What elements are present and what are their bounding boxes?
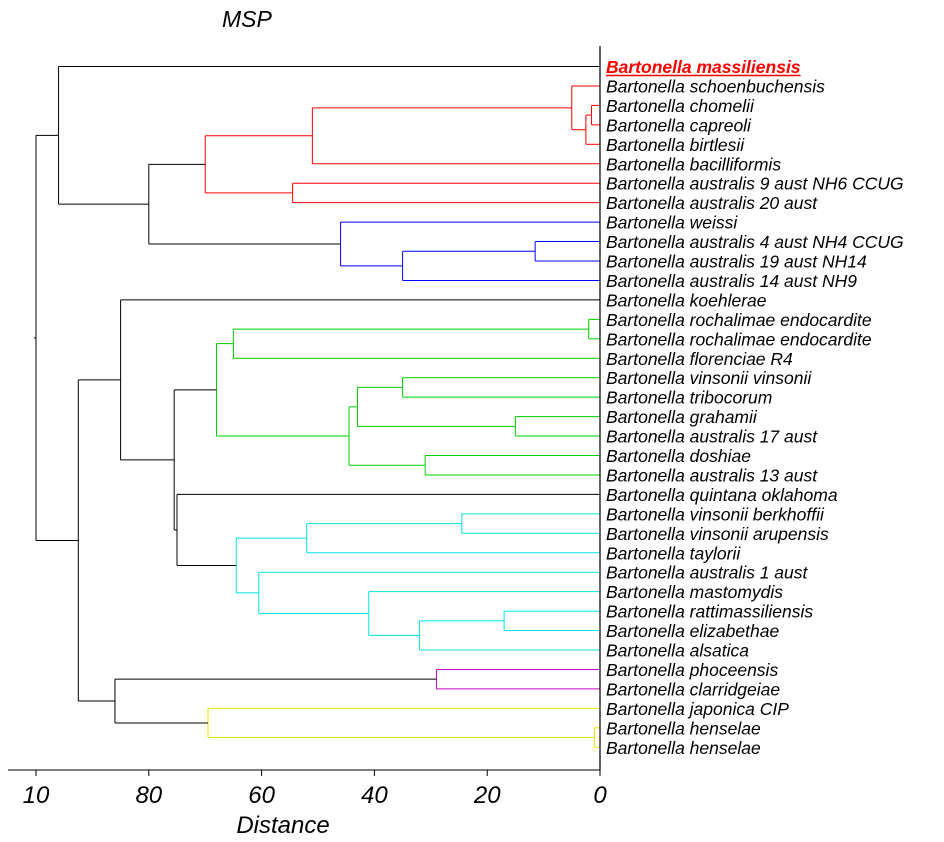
leaf-label: Bartonella taylorii	[606, 543, 741, 563]
leaf-label: Bartonella bacilliformis	[606, 154, 781, 174]
leaf-label: Bartonella alsatica	[606, 641, 749, 661]
x-axis-label: Distance	[236, 812, 329, 837]
figure-title: MSP	[222, 6, 272, 32]
leaf-label: Bartonella australis 1 aust	[606, 563, 808, 583]
leaf-label: Bartonella rattimassiliensis	[606, 602, 813, 622]
leaf-label: Bartonella australis 14 aust NH9	[606, 271, 857, 291]
highlighted-leaf-label: Bartonella massiliensis	[606, 57, 801, 77]
leaf-label: Bartonella koehlerae	[606, 290, 767, 310]
leaf-label: Bartonella rochalimae endocardite	[606, 329, 872, 349]
leaf-label: Bartonella australis 13 aust	[606, 465, 818, 485]
leaf-label: Bartonella rochalimae endocardite	[606, 310, 872, 330]
leaf-label: Bartonella phoceensis	[606, 660, 778, 680]
x-axis-tick-label: 10	[23, 782, 50, 809]
leaf-label: Bartonella japonica CIP	[606, 699, 789, 719]
leaf-label: Bartonella henselae	[606, 718, 761, 738]
leaf-label: Bartonella vinsonii vinsonii	[606, 368, 812, 388]
leaf-label: Bartonella vinsonii arupensis	[606, 524, 829, 544]
leaf-label: Bartonella vinsonii berkhoffii	[606, 504, 825, 524]
leaf-label: Bartonella florenciae R4	[606, 349, 793, 369]
leaf-label: Bartonella clarridgeiae	[606, 679, 780, 699]
x-axis-tick-label: 60	[248, 782, 275, 809]
leaf-label: Bartonella australis 20 aust	[606, 193, 818, 213]
leaf-label: Bartonella australis 4 aust NH4 CCUG	[606, 232, 904, 252]
leaf-label: Bartonella capreoli	[606, 115, 752, 135]
x-axis-tick-label: 40	[361, 782, 388, 809]
x-axis-tick-label: 0	[593, 782, 607, 809]
leaf-label: Bartonella mastomydis	[606, 582, 783, 602]
leaf-label: Bartonella australis 9 aust NH6 CCUG	[606, 174, 904, 194]
leaf-label: Bartonella doshiae	[606, 446, 751, 466]
leaf-label: Bartonella quintana oklahoma	[606, 485, 838, 505]
leaf-label: Bartonella grahamii	[606, 407, 758, 427]
leaf-label: Bartonella birtlesii	[606, 135, 745, 155]
leaf-label: Bartonella tribocorum	[606, 388, 772, 408]
leaf-label: Bartonella chomelii	[606, 96, 755, 116]
x-axis-tick-label: 20	[473, 782, 501, 809]
leaf-label: Bartonella henselae	[606, 738, 761, 758]
leaf-label: Bartonella australis 17 aust	[606, 427, 818, 447]
leaf-label: Bartonella australis 19 aust NH14	[606, 252, 867, 272]
leaf-label: Bartonella elizabethae	[606, 621, 779, 641]
x-axis-tick-label: 80	[135, 782, 162, 809]
leaf-label: Bartonella weissi	[606, 213, 738, 233]
leaf-label: Bartonella schoenbuchensis	[606, 76, 825, 96]
